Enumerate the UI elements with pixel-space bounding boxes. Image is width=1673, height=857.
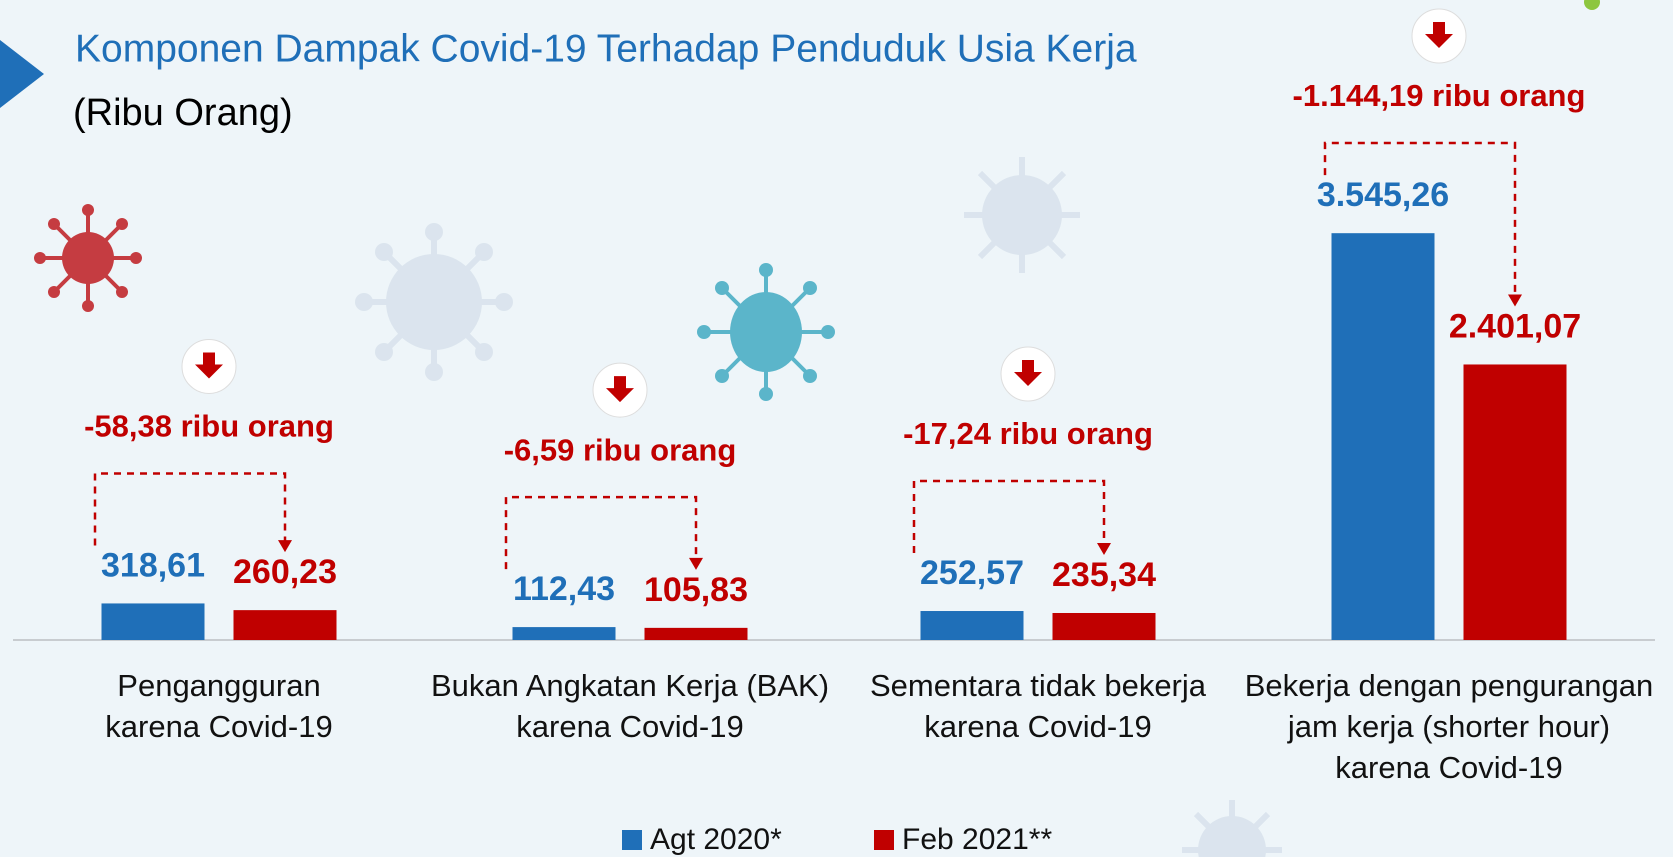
chart-title: Komponen Dampak Covid-19 Terhadap Pendud…	[75, 27, 1137, 70]
change-annotation: -1.144,19 ribu orang	[1293, 78, 1586, 113]
virus-red	[34, 204, 142, 312]
legend-label: Feb 2021**	[902, 823, 1052, 856]
value-label: 260,23	[233, 553, 337, 591]
label-line: Bekerja dengan pengurangan	[1245, 668, 1654, 703]
value-label: 112,43	[513, 570, 615, 608]
virus-faint	[964, 157, 1080, 273]
bar	[1053, 613, 1156, 640]
legend-swatch	[874, 830, 894, 850]
bar	[513, 627, 616, 640]
label-line: karena Covid-19	[105, 709, 332, 744]
legend-swatch	[622, 830, 642, 850]
label-line: jam kerja (shorter hour)	[1287, 709, 1610, 744]
value-label: 2.401,07	[1449, 307, 1581, 345]
change-annotation: -6,59 ribu orang	[504, 432, 737, 467]
virus-teal	[697, 263, 835, 401]
change-annotation: -58,38 ribu orang	[84, 409, 334, 444]
legend-label: Agt 2020*	[650, 823, 782, 856]
bar	[921, 611, 1024, 640]
bar	[102, 603, 205, 640]
bar	[1332, 233, 1435, 640]
virus-faint	[355, 223, 513, 381]
bar	[234, 610, 337, 640]
bar	[645, 628, 748, 640]
label-line: karena Covid-19	[516, 709, 743, 744]
label-line: karena Covid-19	[924, 709, 1151, 744]
label-line: Bukan Angkatan Kerja (BAK)	[431, 668, 829, 703]
change-annotation: -17,24 ribu orang	[903, 416, 1153, 451]
chart-subtitle: (Ribu Orang)	[73, 92, 293, 134]
bar	[1464, 364, 1567, 640]
label-line: Sementara tidak bekerja	[870, 668, 1207, 703]
value-label: 105,83	[644, 571, 748, 609]
label-line: karena Covid-19	[1335, 750, 1562, 785]
chart: Komponen Dampak Covid-19 Terhadap Pendud…	[0, 0, 1673, 857]
value-label: 3.545,26	[1317, 176, 1449, 214]
value-label: 318,61	[101, 546, 205, 584]
value-label: 235,34	[1052, 556, 1156, 594]
label-line: Pengangguran	[117, 668, 320, 703]
value-label: 252,57	[920, 554, 1024, 592]
